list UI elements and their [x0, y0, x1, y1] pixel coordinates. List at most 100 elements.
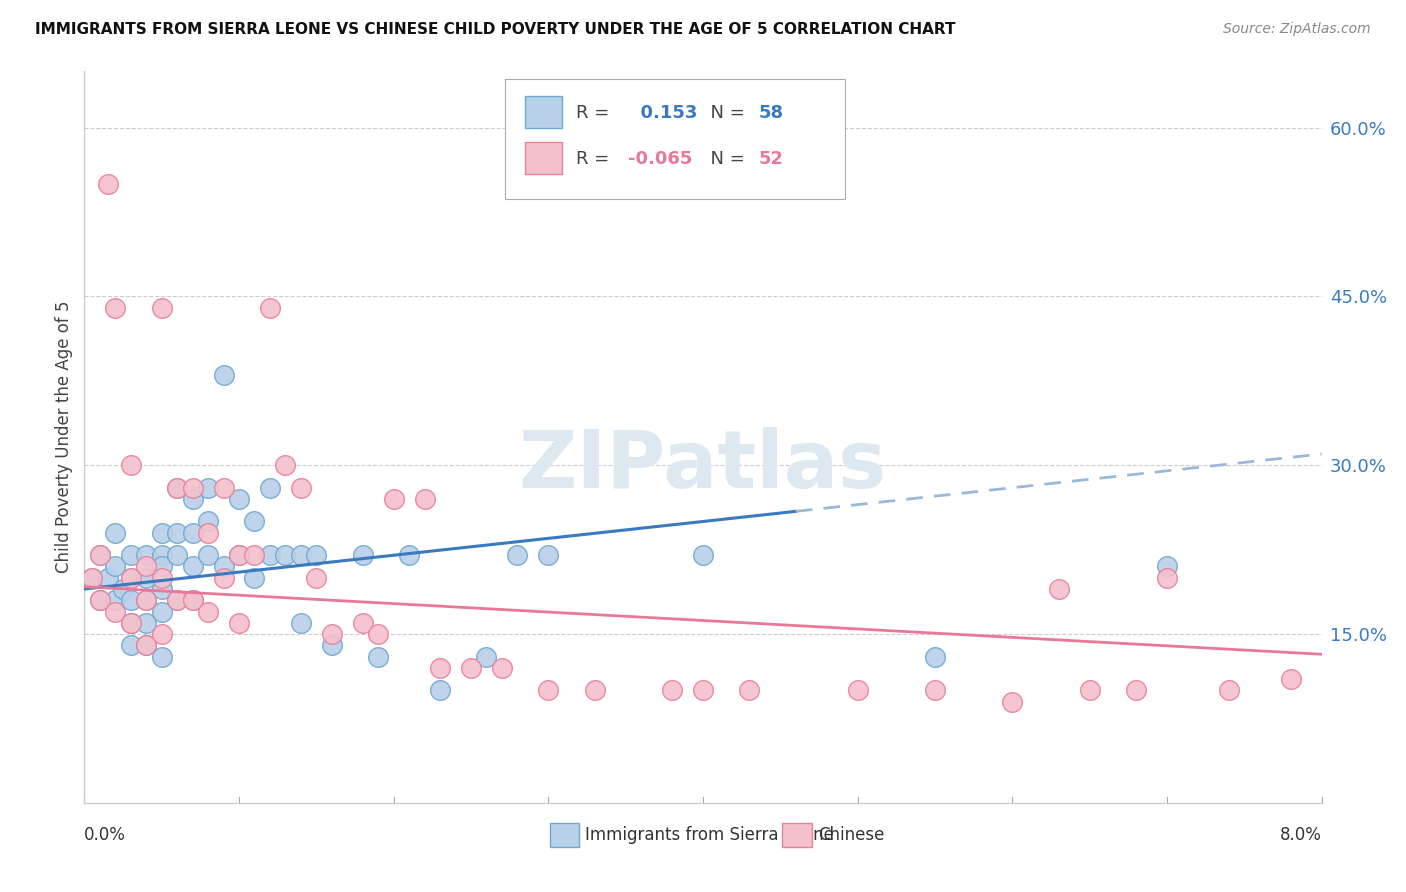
Point — [135, 638, 157, 652]
Text: 0.0%: 0.0% — [84, 826, 127, 844]
Point — [228, 548, 250, 562]
Point — [305, 571, 328, 585]
Point — [321, 638, 343, 652]
Point — [150, 582, 173, 596]
Text: 58: 58 — [759, 104, 783, 122]
Point — [398, 548, 420, 562]
Point — [243, 548, 266, 562]
Point — [321, 627, 343, 641]
Point — [89, 593, 111, 607]
Point — [228, 548, 250, 562]
Point — [429, 661, 451, 675]
Point — [120, 458, 142, 473]
Point — [120, 571, 142, 585]
Point — [181, 525, 204, 540]
Point — [181, 593, 204, 607]
Point — [413, 491, 436, 506]
Point — [197, 525, 219, 540]
Point — [1156, 571, 1178, 585]
Point — [367, 627, 389, 641]
Text: 52: 52 — [759, 150, 783, 168]
Point — [135, 548, 157, 562]
Point — [1156, 559, 1178, 574]
Point — [228, 615, 250, 630]
Point — [104, 525, 127, 540]
Point — [150, 605, 173, 619]
Point — [120, 571, 142, 585]
Point — [181, 593, 204, 607]
Point — [692, 548, 714, 562]
Text: 0.153: 0.153 — [627, 104, 697, 122]
FancyBboxPatch shape — [782, 822, 811, 847]
Point — [259, 548, 281, 562]
Text: ZIPatlas: ZIPatlas — [519, 427, 887, 506]
Point — [274, 458, 297, 473]
Point — [89, 593, 111, 607]
Text: N =: N = — [699, 150, 751, 168]
Point — [1078, 683, 1101, 698]
Point — [150, 301, 173, 315]
Point — [112, 582, 135, 596]
Point — [367, 649, 389, 664]
Point — [135, 571, 157, 585]
Point — [491, 661, 513, 675]
Point — [259, 301, 281, 315]
Point — [181, 491, 204, 506]
Text: Source: ZipAtlas.com: Source: ZipAtlas.com — [1223, 22, 1371, 37]
Point — [82, 571, 104, 585]
Point — [120, 593, 142, 607]
Point — [738, 683, 761, 698]
Point — [82, 571, 104, 585]
Point — [460, 661, 482, 675]
Point — [506, 548, 529, 562]
Text: Chinese: Chinese — [818, 826, 884, 844]
Point — [135, 593, 157, 607]
Point — [166, 525, 188, 540]
Point — [135, 593, 157, 607]
Point — [583, 683, 606, 698]
Point — [290, 615, 312, 630]
Point — [150, 571, 173, 585]
Point — [1218, 683, 1240, 698]
Point — [89, 548, 111, 562]
Point — [1001, 694, 1024, 708]
Point — [846, 683, 869, 698]
Point — [120, 548, 142, 562]
Point — [135, 638, 157, 652]
Text: Immigrants from Sierra Leone: Immigrants from Sierra Leone — [585, 826, 834, 844]
Point — [352, 615, 374, 630]
Point — [150, 548, 173, 562]
Text: R =: R = — [575, 104, 614, 122]
Point — [135, 559, 157, 574]
Point — [1279, 672, 1302, 686]
Point — [120, 615, 142, 630]
Point — [166, 481, 188, 495]
FancyBboxPatch shape — [505, 78, 845, 200]
Point — [305, 548, 328, 562]
Point — [924, 649, 946, 664]
Point — [290, 548, 312, 562]
Point — [429, 683, 451, 698]
Point — [150, 627, 173, 641]
Text: IMMIGRANTS FROM SIERRA LEONE VS CHINESE CHILD POVERTY UNDER THE AGE OF 5 CORRELA: IMMIGRANTS FROM SIERRA LEONE VS CHINESE … — [35, 22, 956, 37]
Point — [104, 605, 127, 619]
Point — [166, 593, 188, 607]
FancyBboxPatch shape — [524, 143, 562, 175]
Point — [197, 605, 219, 619]
Point — [166, 548, 188, 562]
Point — [96, 177, 118, 191]
Point — [197, 481, 219, 495]
Point — [692, 683, 714, 698]
Point — [1047, 582, 1070, 596]
Point — [135, 615, 157, 630]
FancyBboxPatch shape — [550, 822, 579, 847]
Point — [96, 571, 118, 585]
Point — [352, 548, 374, 562]
Point — [290, 481, 312, 495]
Point — [120, 638, 142, 652]
Point — [228, 491, 250, 506]
Text: N =: N = — [699, 104, 751, 122]
Point — [212, 559, 235, 574]
Point — [89, 548, 111, 562]
Point — [104, 593, 127, 607]
